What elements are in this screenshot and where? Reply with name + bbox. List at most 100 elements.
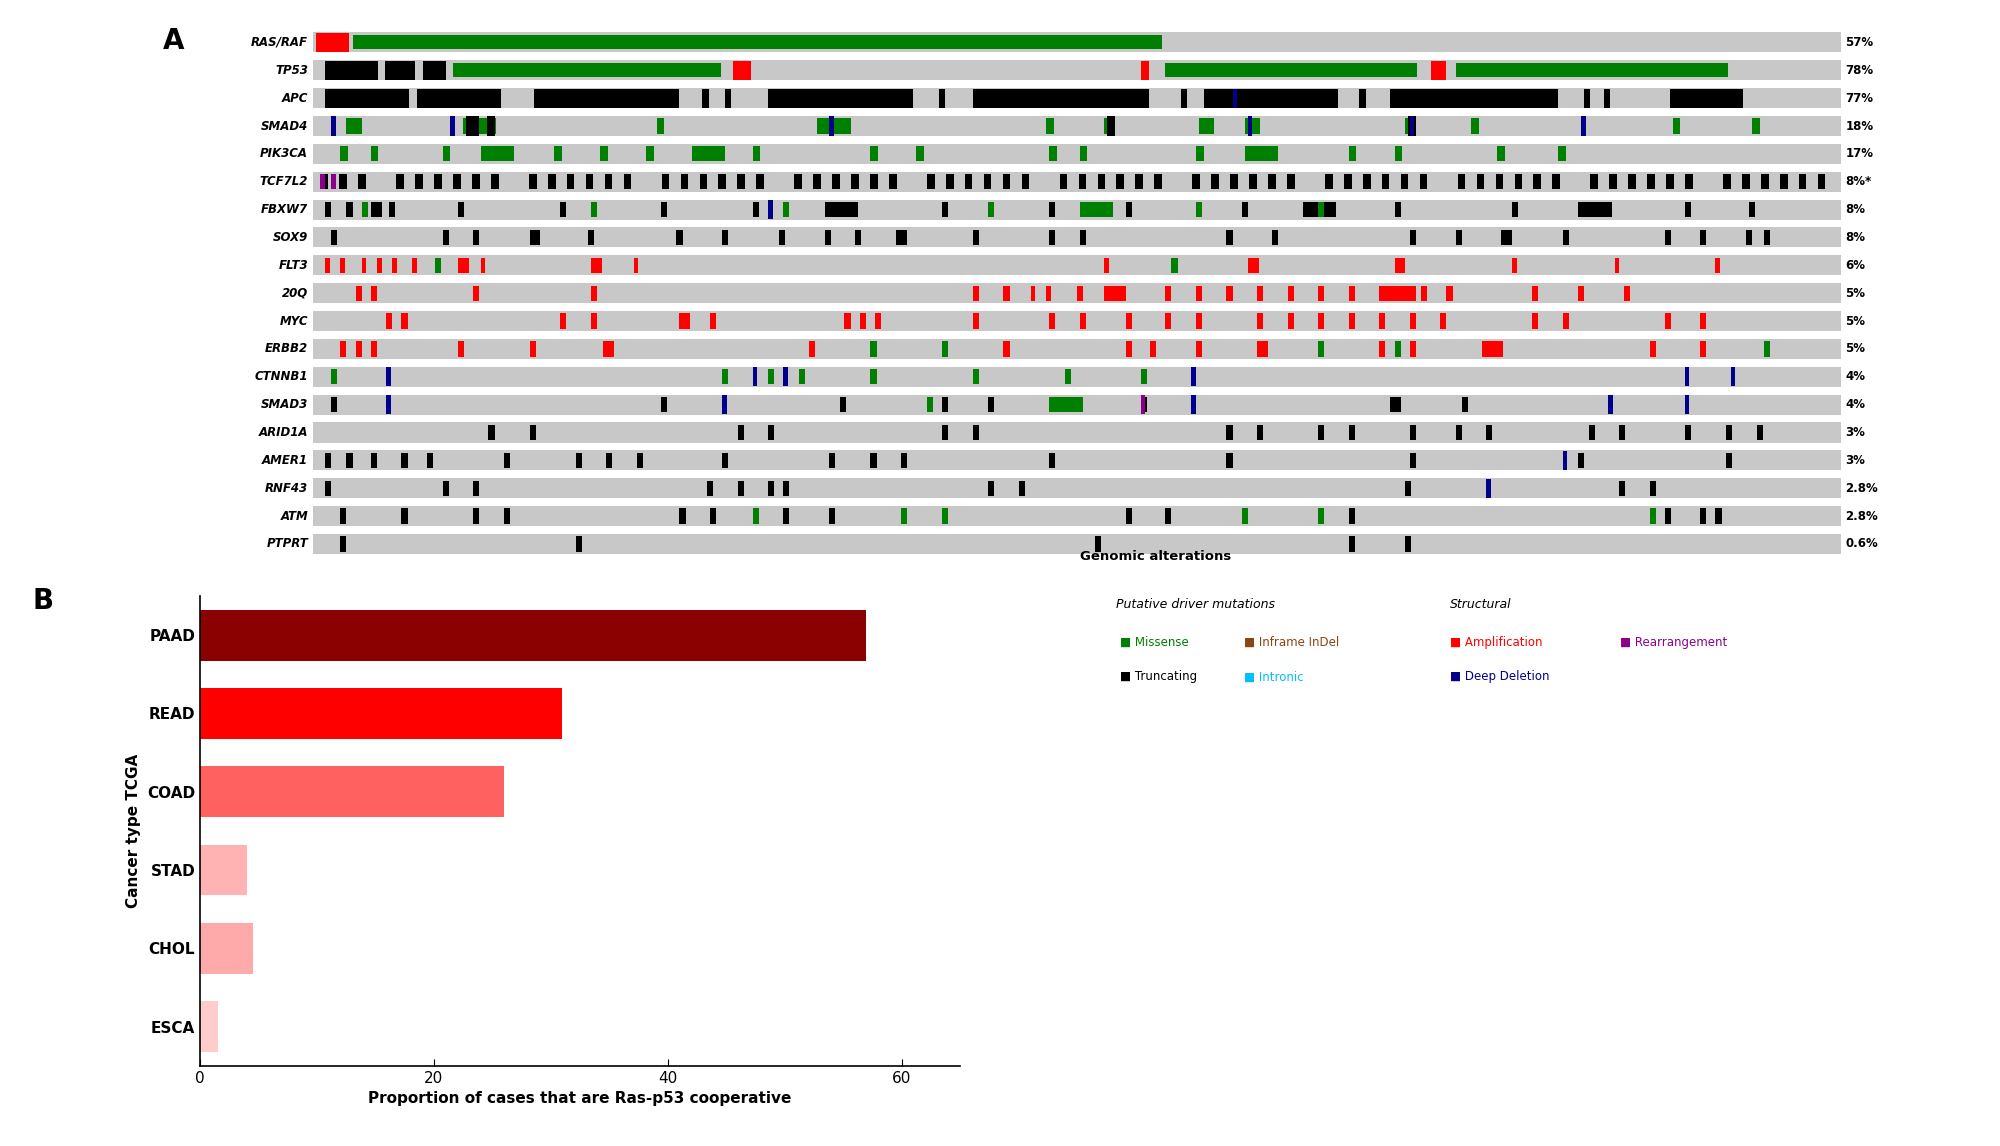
Bar — [604, 174, 612, 189]
Bar — [1318, 509, 1324, 524]
Bar — [784, 480, 790, 496]
Bar — [972, 425, 978, 440]
Bar — [856, 230, 862, 245]
Bar — [830, 117, 834, 135]
Bar — [576, 453, 582, 468]
Bar — [326, 480, 332, 496]
Bar — [1410, 342, 1416, 356]
Bar — [1166, 313, 1172, 329]
Bar — [1258, 342, 1268, 356]
Bar — [1046, 118, 1054, 134]
Bar — [1126, 509, 1132, 524]
Text: FLT3: FLT3 — [278, 259, 308, 272]
Bar — [926, 174, 934, 189]
Text: 78%: 78% — [1846, 64, 1874, 77]
Bar — [474, 230, 480, 245]
Bar — [1408, 117, 1416, 135]
Bar — [1302, 202, 1336, 218]
Bar — [852, 174, 858, 189]
Bar — [486, 117, 494, 135]
Bar — [402, 453, 408, 468]
Bar — [1552, 174, 1560, 189]
Bar — [1624, 285, 1630, 300]
Bar — [634, 258, 638, 273]
Text: SOX9: SOX9 — [272, 231, 308, 244]
Bar — [326, 453, 332, 468]
Text: 5%: 5% — [1846, 286, 1866, 300]
Bar — [984, 174, 992, 189]
Bar — [1318, 342, 1324, 356]
Bar — [488, 425, 494, 440]
Bar — [1458, 174, 1466, 189]
Bar — [340, 147, 348, 162]
Bar — [680, 509, 686, 524]
Bar — [356, 342, 362, 356]
Bar — [1608, 395, 1614, 414]
Bar — [1140, 369, 1148, 384]
Bar — [528, 174, 536, 189]
Bar — [814, 174, 820, 189]
Bar — [1584, 88, 1590, 108]
Text: 4%: 4% — [1846, 398, 1866, 411]
Bar — [1476, 174, 1484, 189]
Bar — [830, 509, 836, 524]
Bar — [606, 453, 612, 468]
Bar — [1650, 480, 1656, 496]
Bar — [1650, 342, 1656, 356]
Bar — [1456, 63, 1728, 77]
Bar — [332, 230, 338, 245]
Bar — [1242, 202, 1248, 218]
Bar — [458, 258, 468, 273]
Bar — [1348, 536, 1354, 551]
Bar — [1126, 202, 1132, 218]
Bar — [1410, 425, 1416, 440]
Bar — [1664, 313, 1672, 329]
Text: ■ Intronic: ■ Intronic — [1244, 670, 1304, 683]
Bar — [1318, 313, 1324, 329]
Bar — [590, 313, 596, 329]
Bar — [1272, 230, 1278, 245]
Bar — [1514, 174, 1522, 189]
Bar — [1076, 285, 1082, 300]
Bar — [942, 397, 948, 413]
Bar — [722, 230, 728, 245]
Bar — [1226, 230, 1232, 245]
Bar — [436, 258, 442, 273]
Bar — [1360, 88, 1366, 108]
Bar — [738, 480, 744, 496]
Bar — [928, 397, 934, 413]
Bar — [870, 147, 878, 162]
Bar — [768, 425, 774, 440]
Bar — [332, 369, 338, 384]
Bar — [1232, 88, 1238, 108]
Bar — [312, 311, 1840, 331]
Bar — [1764, 342, 1770, 356]
Bar — [1348, 313, 1354, 329]
Bar — [1380, 342, 1386, 356]
Bar — [434, 174, 442, 189]
Bar — [1096, 536, 1102, 551]
Bar — [1420, 174, 1428, 189]
Bar — [832, 174, 840, 189]
Bar — [312, 283, 1840, 304]
Bar — [1212, 174, 1218, 189]
Text: CTNNB1: CTNNB1 — [254, 370, 308, 383]
Bar — [1722, 174, 1730, 189]
Bar — [1578, 285, 1584, 300]
Bar — [1432, 61, 1446, 80]
Bar — [1080, 147, 1088, 162]
Bar — [1004, 285, 1010, 300]
Bar — [680, 313, 690, 329]
Y-axis label: Cancer type TCGA: Cancer type TCGA — [126, 754, 142, 908]
Bar — [326, 61, 378, 80]
Bar — [844, 313, 850, 329]
Text: Putative driver mutations: Putative driver mutations — [1116, 598, 1276, 611]
Bar — [1456, 230, 1462, 245]
Bar — [1588, 425, 1594, 440]
Bar — [474, 285, 480, 300]
Bar — [1562, 450, 1568, 470]
Bar — [1226, 285, 1232, 300]
Bar — [972, 285, 978, 300]
Bar — [1104, 285, 1126, 300]
Bar — [1348, 425, 1354, 440]
